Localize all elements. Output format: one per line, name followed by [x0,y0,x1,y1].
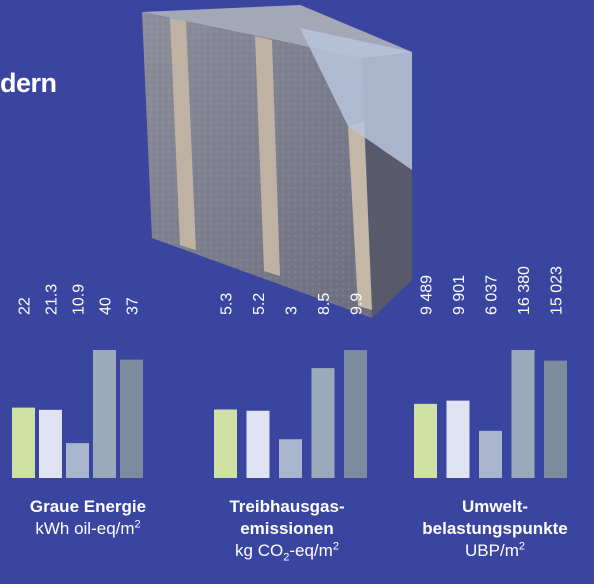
value-label-chart2-1: 9 901 [451,275,468,315]
chart-unit-treibhausgas: kg CO2-eq/m2 [235,540,339,564]
bar-chart2-4 [544,360,567,478]
value-label-chart1-2: 3 [284,306,301,315]
value-label-chart1-0: 5.3 [219,293,236,315]
chart-title-graue-energie: Graue Energie [29,497,147,516]
bar-chart1-0 [214,409,237,478]
bar-chart0-2 [66,443,89,478]
value-label-chart2-3: 16 380 [516,266,533,315]
cutaway-board [300,28,412,170]
chart-title-line2-treibhausgas: emissionen [240,519,334,538]
bar-chart0-0 [12,407,35,478]
bar-chart1-4 [344,350,367,478]
bar-chart2-3 [511,350,535,478]
value-label-chart1-4: 9.9 [349,293,366,315]
value-label-chart0-3: 40 [98,297,115,315]
bar-charts: 22 21.3 10.9 40 37 5.3 5.2 3 8.5 9.9 9 489 9 901 6 0… [12,266,567,478]
chart-title-line1-umwelt: Umwelt- [461,497,529,516]
chart-unit-umwelt: UBP/m2 [465,540,525,560]
bar-chart1-2 [279,439,302,478]
value-label-chart2-4: 15 023 [549,266,566,315]
value-label-chart0-2: 10.9 [71,284,88,315]
value-label-chart0-0: 22 [17,297,34,315]
chart-title-line2-umwelt: belastungspunkte [422,519,568,538]
value-label-chart0-4: 37 [125,297,142,315]
value-label-chart0-1: 21.3 [44,284,61,315]
value-label-chart1-1: 5.2 [251,293,268,315]
bar-chart0-3 [93,350,116,478]
bar-chart2-0 [414,403,437,478]
value-label-chart2-0: 9 489 [419,275,436,315]
page-title-fragment: dern [0,68,57,98]
bar-chart1-1 [246,410,270,478]
value-label-chart2-2: 6 037 [484,275,501,315]
bar-chart1-3 [311,368,335,478]
bar-chart2-1 [446,400,470,478]
bar-chart0-4 [120,359,143,478]
bar-chart0-1 [39,409,62,478]
caption-graue-energie: Graue Energie kWh oil-eq/m2 [0,496,176,540]
value-label-chart1-3: 8.5 [316,293,333,315]
insulation-panel-illustration [142,5,412,318]
stud-1 [170,18,196,250]
chart-title-line1-treibhausgas: Treibhausgas- [229,497,345,516]
stud-2 [255,36,280,276]
caption-treibhausgas: Treibhausgas- emissionen kg CO2-eq/m2 [198,496,376,564]
bar-chart2-2 [479,430,502,478]
chart-unit-graue-energie: kWh oil-eq/m2 [35,518,141,538]
caption-umweltbelastung: Umwelt- belastungspunkte UBP/m2 [396,496,594,562]
stud-3 [348,122,372,310]
